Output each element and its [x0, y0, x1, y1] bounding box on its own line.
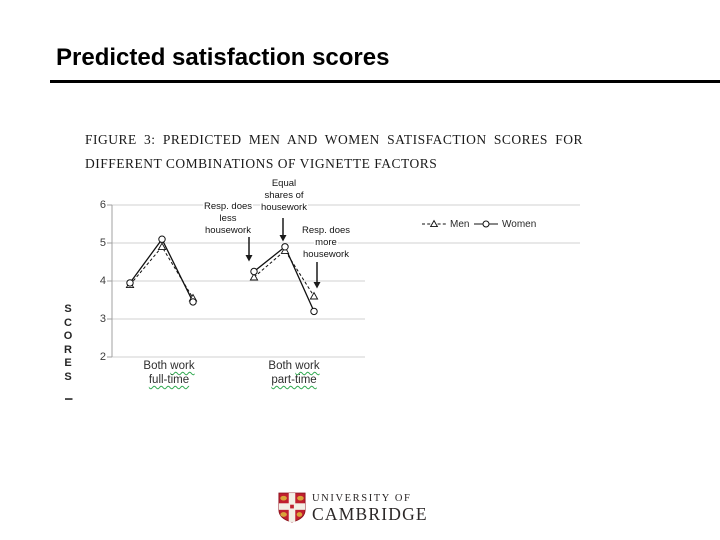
annotation-line: less — [218, 213, 238, 225]
xlabel-line2: full-time — [148, 374, 190, 386]
cambridge-logo-text: UNIVERSITY OF CAMBRIDGE — [312, 492, 428, 523]
xlabel-group-parttime: Both work part-time — [233, 359, 355, 387]
y-axis-label-fragment: I — [62, 397, 74, 401]
cambridge-logo: UNIVERSITY OF CAMBRIDGE — [278, 492, 428, 523]
xlabel-line2: part-time — [271, 374, 317, 386]
annotation-line: Resp. does — [202, 201, 254, 213]
annotation-line: housework — [260, 202, 308, 214]
y-axis-label-letter: R — [64, 343, 72, 356]
y-tick-label: 3 — [99, 313, 106, 325]
annotation-respdoes-more-housework: Resp. does more housework — [278, 225, 374, 261]
legend-women-label: Women — [502, 219, 537, 230]
annotation-equal-sharesof-housework: Equal shares of housework — [236, 178, 332, 214]
y-axis-label-letter: E — [64, 357, 72, 369]
cambridge-text: CAMBRIDGE — [312, 504, 428, 524]
y-tick-label: 2 — [99, 351, 106, 363]
y-axis-label-letter: S — [64, 303, 72, 315]
y-axis-label-letter: C — [64, 316, 72, 329]
figure-caption-line2: DIFFERENT COMBINATIONS OF VIGNETTE FACTO… — [85, 156, 438, 171]
cambridge-shield-icon — [278, 492, 306, 523]
figure-caption-line1: FIGURE 3: PREDICTED MEN AND WOMEN SATISF… — [85, 132, 583, 147]
annotation-line: more — [314, 237, 338, 249]
y-axis-label-letter: O — [63, 330, 73, 342]
annotation-respdoes-less-housework: Resp. does less housework — [180, 201, 276, 237]
xlabel-group-fulltime: Both work full-time — [108, 359, 230, 387]
annotation-line: housework — [302, 249, 350, 261]
y-tick-label: 5 — [99, 237, 106, 249]
annotation-line: Resp. does — [300, 225, 352, 237]
y-axis-label-letter: S — [64, 370, 72, 383]
xlabel-line1: Both work — [143, 360, 195, 372]
annotation-line: housework — [204, 225, 252, 237]
slide-title: Predicted satisfaction scores — [56, 44, 390, 71]
title-underline-rule — [50, 80, 720, 83]
xlabel-line1: Both work — [268, 360, 320, 372]
annotation-line: shares of — [263, 190, 305, 202]
university-of-text: UNIVERSITY OF — [312, 493, 412, 504]
legend-men-label: Men — [450, 219, 470, 230]
y-tick-label: 4 — [99, 275, 106, 287]
annotation-line: Equal — [270, 178, 298, 190]
y-tick-label: 6 — [99, 199, 106, 211]
